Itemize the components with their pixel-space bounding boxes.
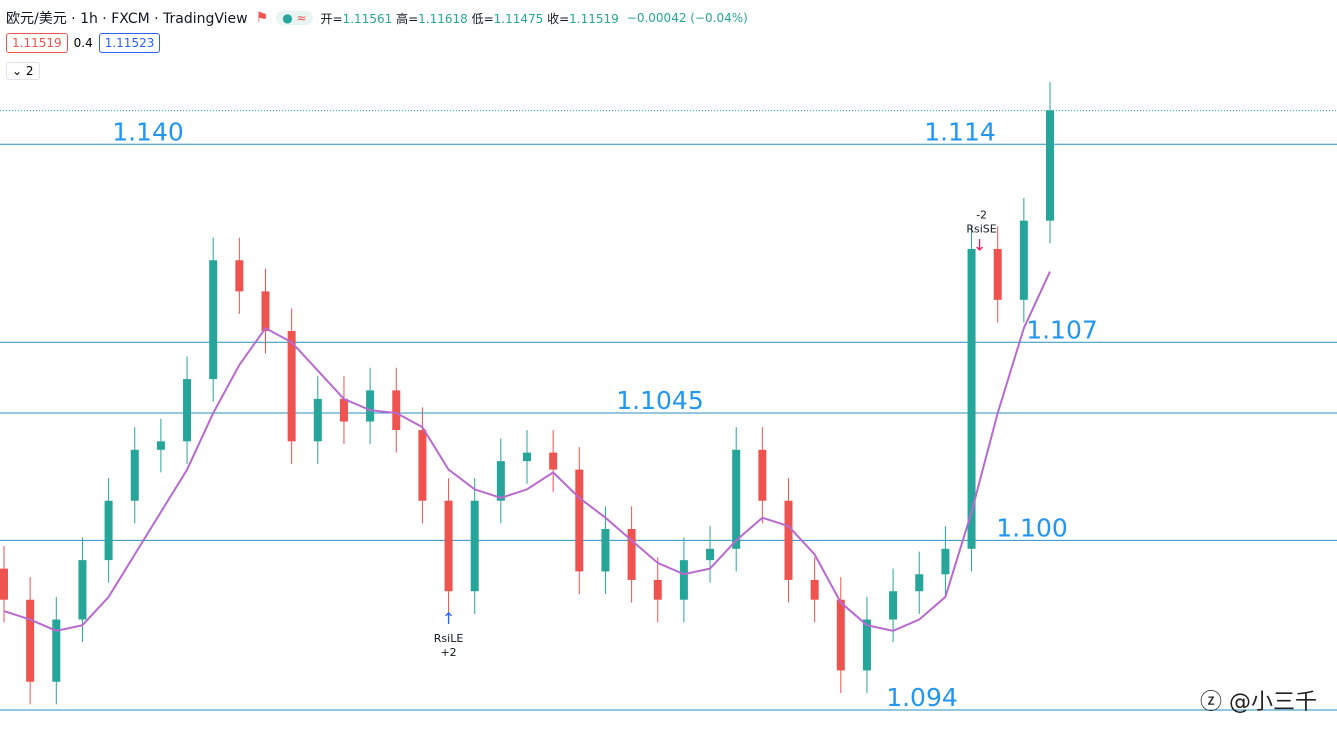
candle-body (235, 260, 244, 292)
level-label: 1.1045 (616, 386, 703, 415)
candle-body (758, 449, 767, 501)
flag: ⚑ (255, 10, 269, 26)
candle-body (523, 452, 531, 462)
candle-body (444, 500, 453, 592)
symbol: 欧元/美元 · 1h · FXCM · TradingView (6, 11, 248, 27)
candle-body (549, 452, 558, 470)
level-label: 1.107 (1026, 315, 1098, 344)
candle-body (313, 398, 322, 442)
candle-body (706, 548, 715, 561)
candle-body (1019, 220, 1028, 300)
indicator-count: 2 (25, 64, 34, 78)
candle-body (339, 398, 348, 422)
status: ● ≈ (276, 11, 313, 25)
candle-body (287, 330, 296, 442)
candle-body (183, 379, 192, 442)
candle-body (392, 390, 401, 430)
candle-body (653, 579, 662, 600)
candle-body (679, 560, 688, 600)
candle-body (130, 449, 139, 501)
sell-button[interactable]: 1.11519 (6, 33, 68, 53)
spread: 0.4 (73, 36, 93, 50)
candle-body (889, 591, 898, 620)
candle-body (784, 500, 793, 580)
candle-body (575, 469, 584, 572)
ohlc-value: 1.11519 (569, 11, 619, 26)
ohlc-label: 开= (320, 11, 343, 26)
candle-body (967, 248, 976, 549)
ohlc-label: 高= (396, 11, 419, 26)
candle-body (732, 449, 741, 549)
signal-qty: +2 (440, 646, 456, 659)
level-label: 1.114 (924, 117, 996, 146)
candle-body (78, 560, 87, 620)
candle-body (915, 574, 924, 592)
candle-body (1046, 110, 1054, 221)
signal-name: RsiLE (434, 632, 464, 645)
change: −0.00042 (−0.04%) (626, 11, 748, 25)
candle-body (836, 599, 845, 671)
signal-name: RsiSE (966, 222, 996, 235)
signal-arrow: ↑ (442, 609, 455, 628)
moving-average (3, 271, 1051, 632)
candle-body (470, 500, 479, 592)
header: 欧元/美元 · 1h · FXCM · TradingView ⚑ ● ≈ 开=… (6, 8, 748, 28)
candle-body (993, 248, 1002, 300)
candle-body (0, 568, 8, 600)
level-label: 1.100 (996, 513, 1068, 542)
candle-body (156, 441, 165, 450)
level-label: 1.094 (886, 683, 958, 712)
ohlc: 开=1.11561 高=1.11618 低=1.11475 收=1.11519 (321, 10, 619, 27)
candle-body (496, 461, 505, 501)
signal-qty: -2 (976, 208, 987, 221)
signal-arrow: ↓ (973, 235, 986, 254)
candle-body (104, 500, 113, 561)
candle-body (862, 619, 871, 671)
candle-body (941, 548, 950, 575)
candle-body (366, 390, 375, 422)
trade-row: 1.11519 0.4 1.11523 (6, 33, 161, 53)
candle-body (52, 619, 61, 682)
candle-body (601, 529, 610, 572)
watermark-text: @小三千 (1228, 690, 1317, 715)
ohlc-value: 1.11618 (418, 11, 468, 26)
indicator-toggle[interactable]: ⌄ 2 (6, 62, 40, 80)
ohlc-value: 1.11475 (493, 11, 544, 26)
watermark: ⓩ @小三千 (1199, 690, 1317, 715)
ohlc-value: 1.11561 (342, 11, 393, 26)
ohlc-label: 收= (547, 11, 570, 26)
candle-body (209, 260, 218, 380)
candle-body (810, 579, 819, 600)
annotation: 1.140 (112, 117, 184, 146)
candle-body (261, 291, 270, 331)
candle-body (26, 599, 35, 682)
ohlc-label: 低= (471, 11, 494, 26)
candle-body (627, 529, 636, 580)
candle-body (418, 429, 427, 501)
buy-button[interactable]: 1.11523 (98, 33, 161, 53)
